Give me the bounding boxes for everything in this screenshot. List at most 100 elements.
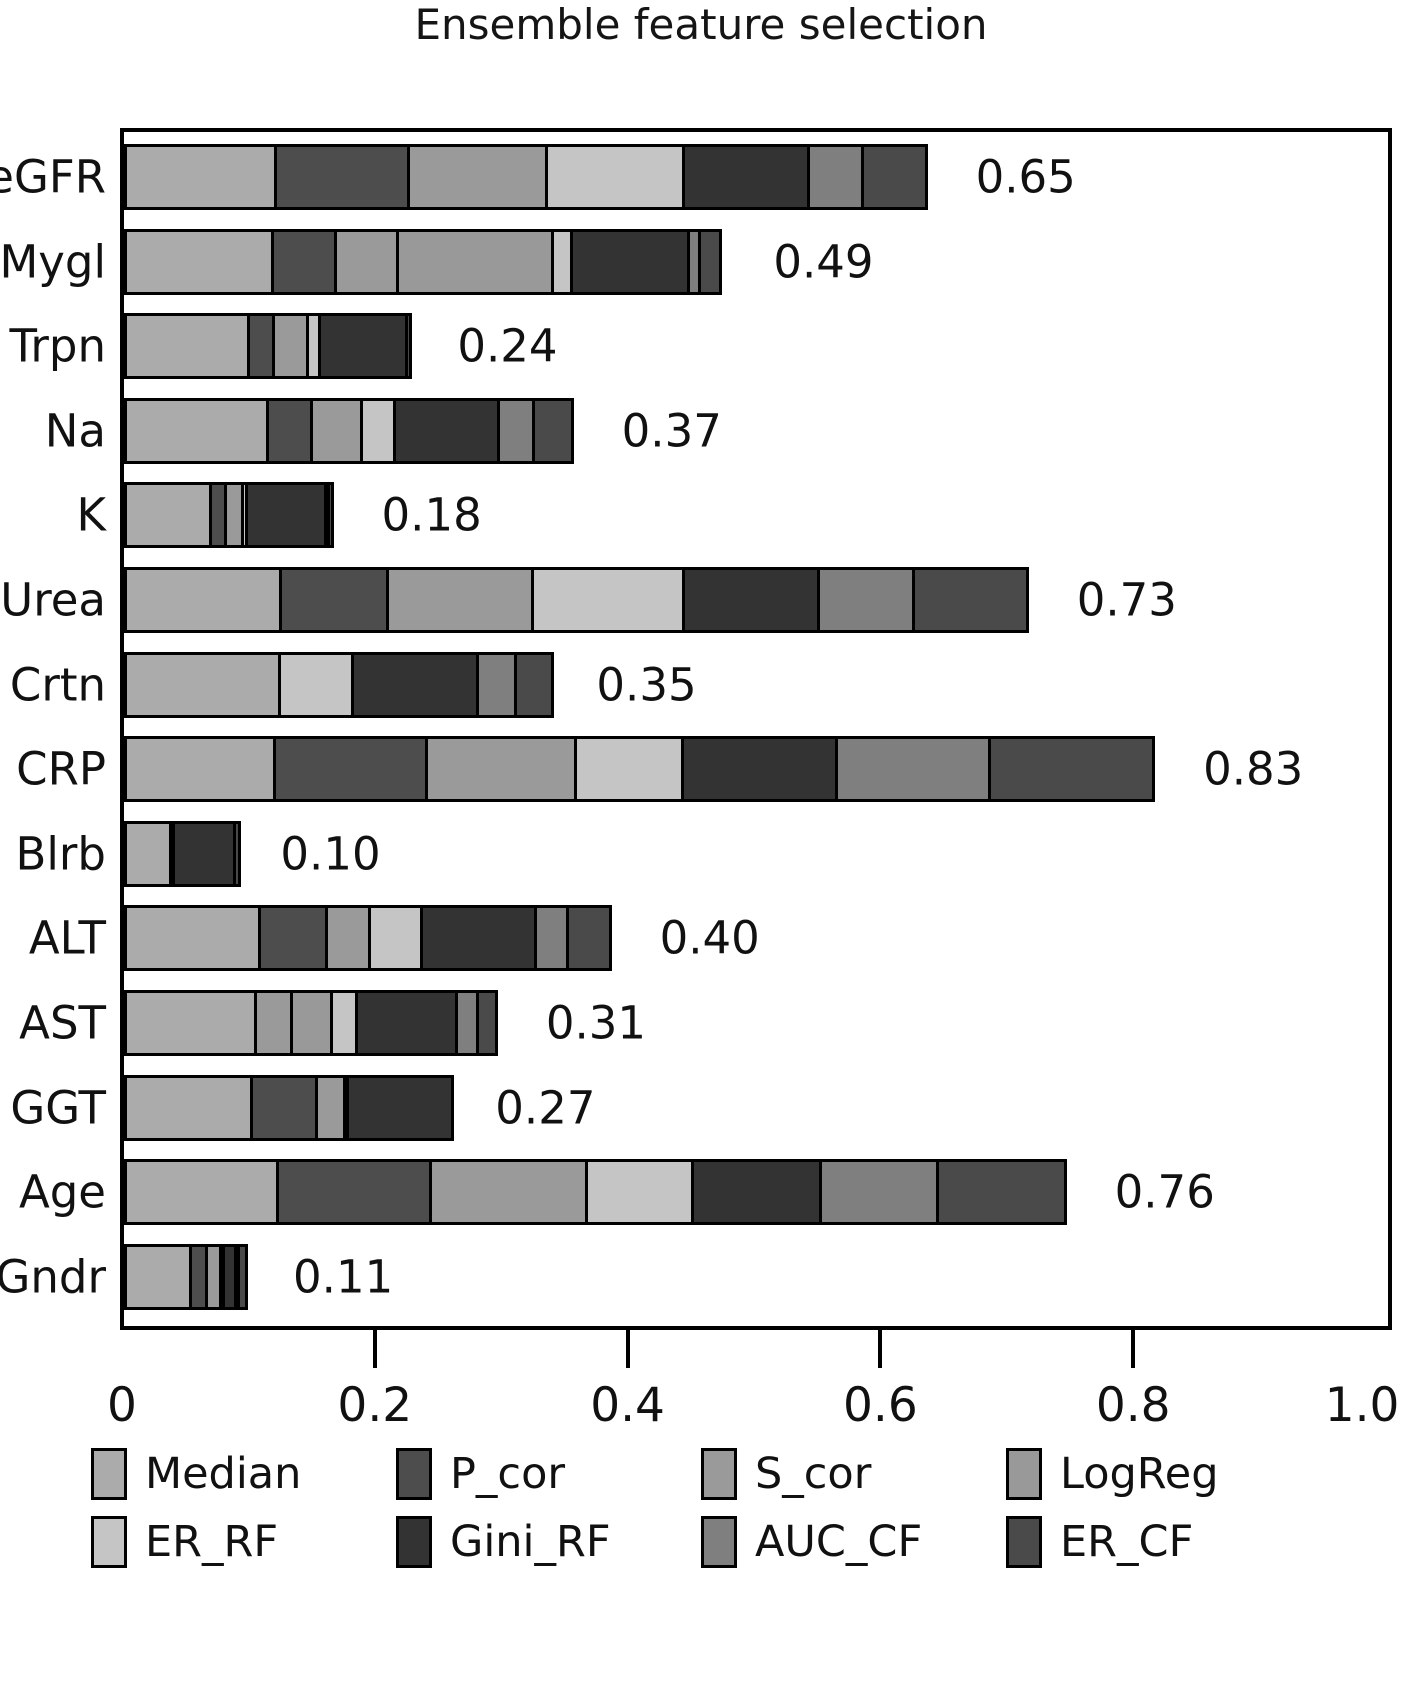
bar-row: Blrb 0.10 bbox=[16, 820, 1388, 887]
bar-segment-Median bbox=[124, 651, 281, 718]
bar-segment-S_cor bbox=[310, 397, 364, 464]
category-label: K bbox=[76, 488, 106, 542]
bar-segment-Median bbox=[124, 990, 257, 1056]
legend-item-LogReg: LogReg bbox=[1006, 1448, 1311, 1500]
category-label: Age bbox=[18, 1165, 106, 1219]
bar-segment-P_cor bbox=[271, 228, 338, 295]
legend-label: S_cor bbox=[755, 1449, 872, 1499]
plot-area: eGFR 0.65 Mygl 0.49 Trpn 0.24 Na 0.37 K 0.18 Urea 0… bbox=[0, 128, 1392, 1330]
bar-segment-LogReg bbox=[289, 990, 333, 1056]
bar-segment-S_cor bbox=[253, 990, 293, 1056]
bar-segment-P_cor bbox=[249, 1074, 319, 1141]
bar-segment-ER_RF bbox=[530, 567, 686, 633]
bar-segment-AUC_CF bbox=[476, 651, 517, 718]
x-axis-tick bbox=[1131, 1330, 1136, 1368]
bar-segment-ER_CF bbox=[326, 482, 335, 549]
bar-segment-Gini_RF bbox=[570, 228, 691, 295]
chart-title: Ensemble feature selection bbox=[414, 0, 988, 49]
category-label: Trpn bbox=[9, 319, 106, 373]
bar-row: Mygl 0.49 bbox=[0, 228, 1388, 295]
bar-row: CRP 0.83 bbox=[16, 736, 1388, 803]
legend-label: ER_CF bbox=[1060, 1517, 1194, 1567]
x-axis-tick bbox=[625, 1330, 630, 1368]
bar-segment-Gini_RF bbox=[690, 1159, 823, 1226]
x-tick-label: 0.2 bbox=[337, 1378, 413, 1433]
bar-segment-ER_CF bbox=[860, 144, 928, 210]
stacked-bar bbox=[124, 567, 1029, 633]
bar-segment-Gini_RF bbox=[682, 144, 810, 210]
bar-row: Age 0.76 bbox=[19, 1159, 1388, 1226]
bar-segment-Gini_RF bbox=[420, 905, 537, 972]
bar-segment-P_cor bbox=[247, 313, 276, 380]
bar-segment-Gini_RF bbox=[350, 651, 480, 718]
bar-row: Crtn 0.35 bbox=[10, 651, 1388, 718]
legend-label: P_cor bbox=[450, 1449, 566, 1499]
bar-segment-P_cor bbox=[257, 905, 329, 972]
legend-swatch-Median bbox=[91, 1448, 127, 1500]
bar-segment-AUC_CF bbox=[497, 397, 535, 464]
legend-label: Median bbox=[145, 1449, 302, 1499]
x-tick-label: 0.6 bbox=[843, 1378, 918, 1433]
bar-segment-ER_RF bbox=[360, 397, 396, 464]
bar-row: ALT 0.40 bbox=[29, 905, 1388, 972]
legend-item-Gini_RF: Gini_RF bbox=[396, 1516, 701, 1568]
bar-row: Trpn 0.24 bbox=[10, 313, 1388, 380]
x-tick-label: 0 bbox=[107, 1378, 137, 1433]
bar-segment-Median bbox=[124, 228, 275, 295]
bar-segment-Gini_RF bbox=[680, 736, 838, 803]
legend-label: LogReg bbox=[1060, 1449, 1219, 1499]
bar-segment-Gini_RF bbox=[682, 567, 820, 633]
bar-segment-Gini_RF bbox=[345, 1074, 455, 1141]
bar-segment-P_cor bbox=[276, 1159, 432, 1226]
bar-segment-ER_CF bbox=[476, 990, 498, 1056]
bar-segment-ER_RF bbox=[277, 651, 354, 718]
bar-segment-ER_RF bbox=[544, 144, 686, 210]
bar-segment-Median bbox=[124, 397, 270, 464]
stacked-bar bbox=[124, 313, 413, 380]
bar-segment-P_cor bbox=[266, 397, 314, 464]
total-value-label: 0.10 bbox=[280, 827, 381, 881]
stacked-bar bbox=[124, 990, 498, 1056]
legend-item-Median: Median bbox=[91, 1448, 396, 1500]
legend-label: AUC_CF bbox=[755, 1517, 923, 1567]
bar-segment-ER_RF bbox=[585, 1159, 694, 1226]
legend-item-ER_CF: ER_CF bbox=[1006, 1516, 1311, 1568]
bar-segment-AUC_CF bbox=[533, 905, 570, 972]
bar-segment-AUC_CF bbox=[806, 144, 864, 210]
category-label: Urea bbox=[0, 573, 106, 627]
bar-segment-Median bbox=[124, 313, 251, 380]
bar-segment-ER_CF bbox=[936, 1159, 1067, 1226]
bar-segment-Median bbox=[124, 1159, 280, 1226]
category-label: Mygl bbox=[0, 235, 106, 289]
bar-row: eGFR 0.65 bbox=[0, 144, 1388, 210]
bar-segment-Median bbox=[124, 482, 213, 549]
total-value-label: 0.24 bbox=[457, 319, 558, 373]
category-label: AST bbox=[19, 996, 106, 1050]
bar-segment-Median bbox=[124, 1074, 253, 1141]
stacked-bar bbox=[124, 144, 928, 210]
bar-segment-Median bbox=[124, 905, 261, 972]
legend-item-AUC_CF: AUC_CF bbox=[701, 1516, 1006, 1568]
bar-segment-ER_CF bbox=[232, 820, 242, 887]
stacked-bar bbox=[124, 1243, 249, 1310]
legend-swatch-P_cor bbox=[396, 1448, 432, 1500]
bar-segment-ER_CF bbox=[513, 651, 555, 718]
total-value-label: 0.83 bbox=[1203, 742, 1304, 796]
legend-item-ER_RF: ER_RF bbox=[91, 1516, 396, 1568]
total-value-label: 0.73 bbox=[1076, 573, 1177, 627]
stacked-bar bbox=[124, 397, 574, 464]
x-axis-tick bbox=[878, 1330, 883, 1368]
x-tick-label: 0.4 bbox=[590, 1378, 665, 1433]
legend-swatch-S_cor bbox=[701, 1448, 737, 1500]
category-label: Blrb bbox=[15, 827, 106, 881]
stacked-bar bbox=[124, 736, 1156, 803]
bar-segment-S_cor bbox=[407, 144, 548, 210]
bar-segment-Median bbox=[124, 820, 173, 887]
total-value-label: 0.40 bbox=[659, 911, 760, 965]
bar-segment-ER_CF bbox=[531, 397, 574, 464]
bar-segment-ER_CF bbox=[988, 736, 1156, 803]
stacked-bar bbox=[124, 905, 612, 972]
bar-segment-P_cor bbox=[279, 567, 389, 633]
legend-label: ER_RF bbox=[145, 1517, 279, 1567]
legend-swatch-Gini_RF bbox=[396, 1516, 432, 1568]
